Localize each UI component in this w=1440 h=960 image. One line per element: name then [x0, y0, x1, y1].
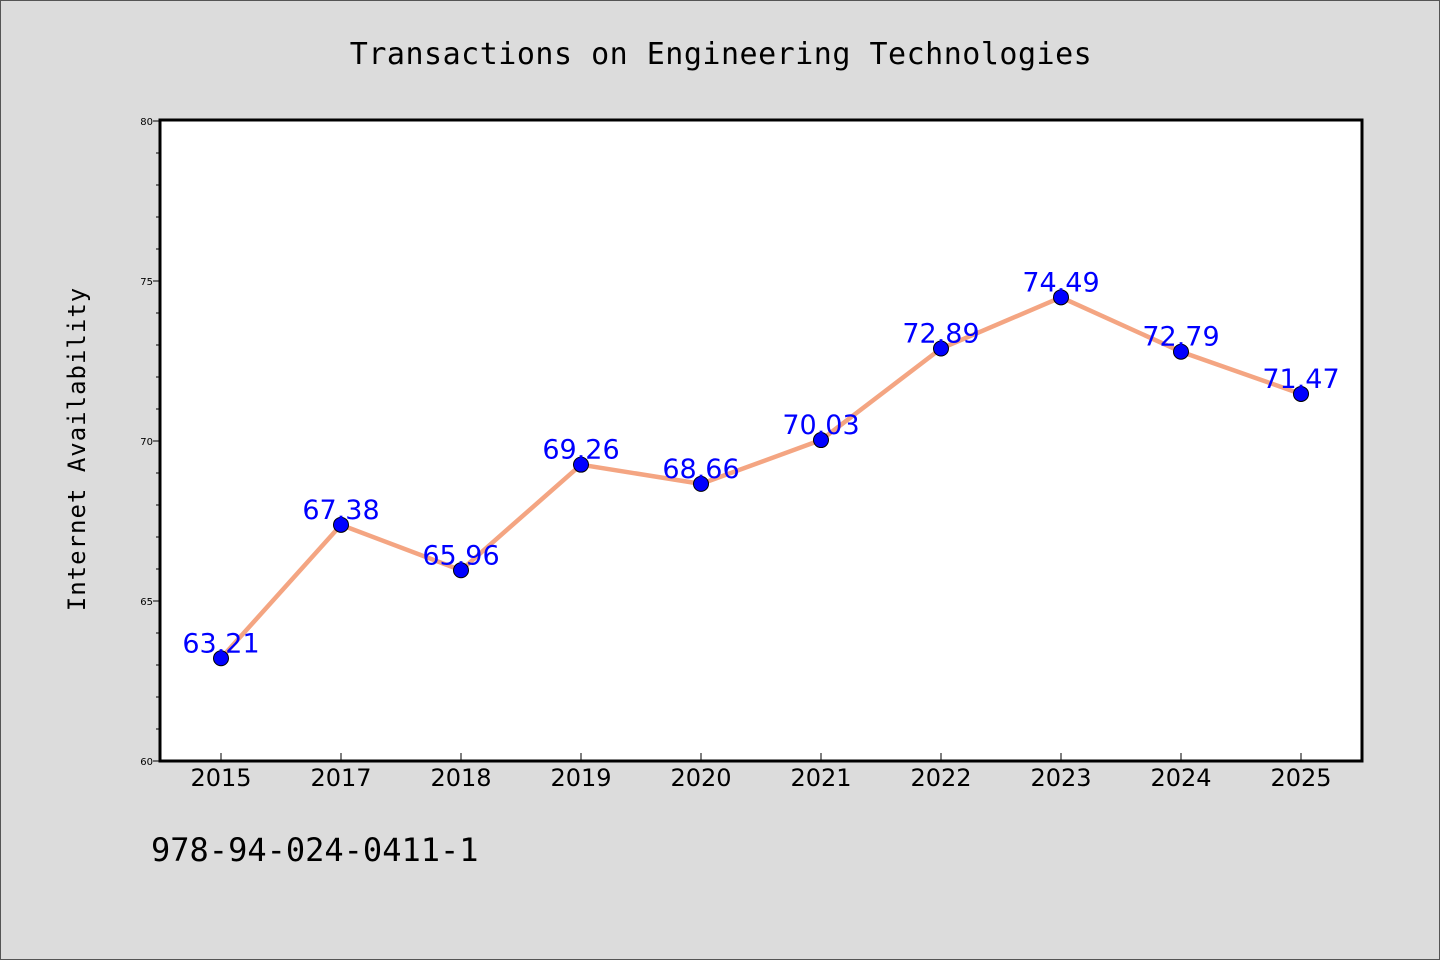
- x-tick-label: 2015: [190, 764, 251, 792]
- data-point: [453, 562, 469, 579]
- y-axis-label: Internet Availability: [63, 287, 91, 611]
- data-label: 67.38: [302, 495, 379, 526]
- y-tick-label: 70: [140, 437, 153, 448]
- data-label: 68.66: [662, 454, 739, 485]
- x-tick-label: 2018: [430, 764, 491, 792]
- y-tick-label: 80: [140, 117, 153, 128]
- data-label: 63.21: [182, 628, 259, 659]
- data-label: 65.96: [422, 540, 499, 571]
- y-tick-label: 75: [140, 277, 153, 288]
- data-point: [933, 340, 949, 357]
- data-point: [693, 475, 709, 492]
- plot-area: [158, 118, 1364, 763]
- data-label: 74.49: [1022, 267, 1099, 298]
- x-tick-label: 2024: [1150, 764, 1211, 792]
- x-tick-label: 2023: [1030, 764, 1091, 792]
- data-label: 72.79: [1142, 322, 1219, 353]
- y-tick-label: 60: [140, 757, 153, 768]
- series-line: [219, 295, 1302, 660]
- chart-title: Transactions on Engineering Technologies: [350, 37, 1092, 72]
- data-point: [1053, 289, 1069, 306]
- x-tick-label: 2019: [550, 764, 611, 792]
- y-axis-ticks: 60 65 70 75 80: [140, 117, 161, 768]
- data-point: [333, 516, 349, 533]
- x-tick-label: 2022: [910, 764, 971, 792]
- data-markers: [213, 289, 1309, 667]
- data-point: [1293, 385, 1309, 402]
- data-label: 71.47: [1262, 364, 1339, 395]
- isbn-footnote: 978-94-024-0411-1: [151, 831, 479, 869]
- x-axis-ticks: 2015 2017 2018 2019 2020 2021 2022 2023 2024 2025: [190, 753, 1332, 792]
- x-tick-label: 2021: [790, 764, 851, 792]
- y-tick-label: 65: [140, 597, 153, 608]
- data-point: [1173, 343, 1189, 360]
- data-point: [573, 456, 589, 473]
- data-label: 70.03: [782, 410, 859, 441]
- data-label: 72.89: [902, 319, 979, 350]
- data-label: 69.26: [542, 435, 619, 466]
- data-point: [813, 432, 829, 449]
- data-point: [213, 650, 229, 667]
- data-labels: 63.21 67.38 65.96 69.26 68.66 70.03 72.89 74.49…: [182, 267, 1339, 659]
- x-tick-label: 2020: [670, 764, 731, 792]
- x-tick-label: 2017: [310, 764, 371, 792]
- x-tick-label: 2025: [1270, 764, 1331, 792]
